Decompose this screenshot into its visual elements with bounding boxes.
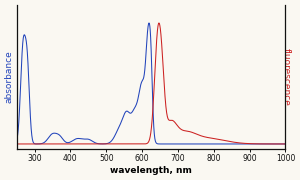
Y-axis label: absorbance: absorbance [5, 50, 14, 103]
Y-axis label: fluorescence: fluorescence [282, 48, 291, 106]
X-axis label: wavelength, nm: wavelength, nm [110, 166, 192, 175]
